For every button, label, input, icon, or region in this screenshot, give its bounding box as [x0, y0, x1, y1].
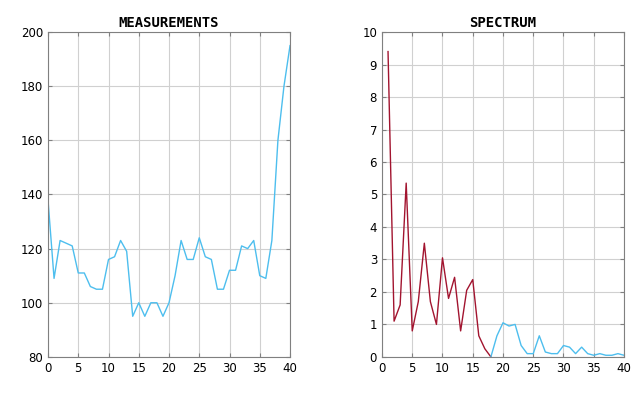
Title: SPECTRUM: SPECTRUM	[470, 16, 536, 30]
Title: MEASUREMENTS: MEASUREMENTS	[119, 16, 220, 30]
